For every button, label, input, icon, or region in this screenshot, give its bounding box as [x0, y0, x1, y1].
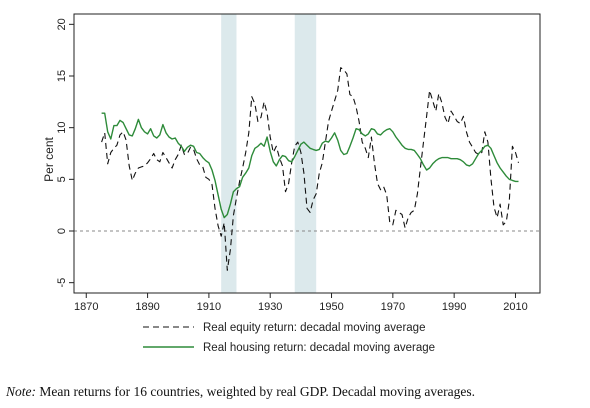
- shaded-period-1: [221, 14, 237, 293]
- x-tick-label-1890: 1890: [135, 301, 159, 313]
- figure-note: Note: Mean returns for 16 countries, wei…: [6, 384, 590, 400]
- y-tick-label-5: 5: [56, 176, 68, 182]
- x-tick-label-1970: 1970: [381, 301, 405, 313]
- x-tick-label-1950: 1950: [319, 301, 343, 313]
- series-line-2: [101, 112, 519, 219]
- shaded-periods: [221, 14, 317, 293]
- shaded-period-2: [294, 14, 317, 293]
- series-line-1: [101, 67, 520, 271]
- x-tick-label-1930: 1930: [258, 301, 282, 313]
- y-tick-label-10: 10: [56, 122, 68, 134]
- y-tick-label--5: -5: [56, 278, 68, 288]
- legend-label-1: Real equity return: decadal moving avera…: [203, 322, 425, 334]
- x-tick-label-1870: 1870: [74, 301, 98, 313]
- note-prefix: Note:: [6, 384, 36, 399]
- x-tick-label-1990: 1990: [442, 301, 466, 313]
- y-tick-label-15: 15: [56, 70, 68, 82]
- plot-frame: [73, 13, 541, 294]
- x-tick-label-1910: 1910: [197, 301, 221, 313]
- legend-label-2: Real housing return: decadal moving aver…: [203, 342, 435, 354]
- x-tick-label-2010: 2010: [503, 301, 527, 313]
- y-axis-title: Per cent: [42, 136, 56, 181]
- series-lines: [101, 67, 520, 271]
- axes: 1870 1890 1910 1930 1950 1970 1990 2010 -5 0 5 10 15…: [42, 13, 541, 313]
- note-text: Mean returns for 16 countries, weighted …: [36, 384, 475, 399]
- y-tick-label-0: 0: [56, 228, 68, 234]
- y-tick-label-20: 20: [56, 18, 68, 30]
- legend: Real equity return: decadal moving avera…: [143, 322, 435, 354]
